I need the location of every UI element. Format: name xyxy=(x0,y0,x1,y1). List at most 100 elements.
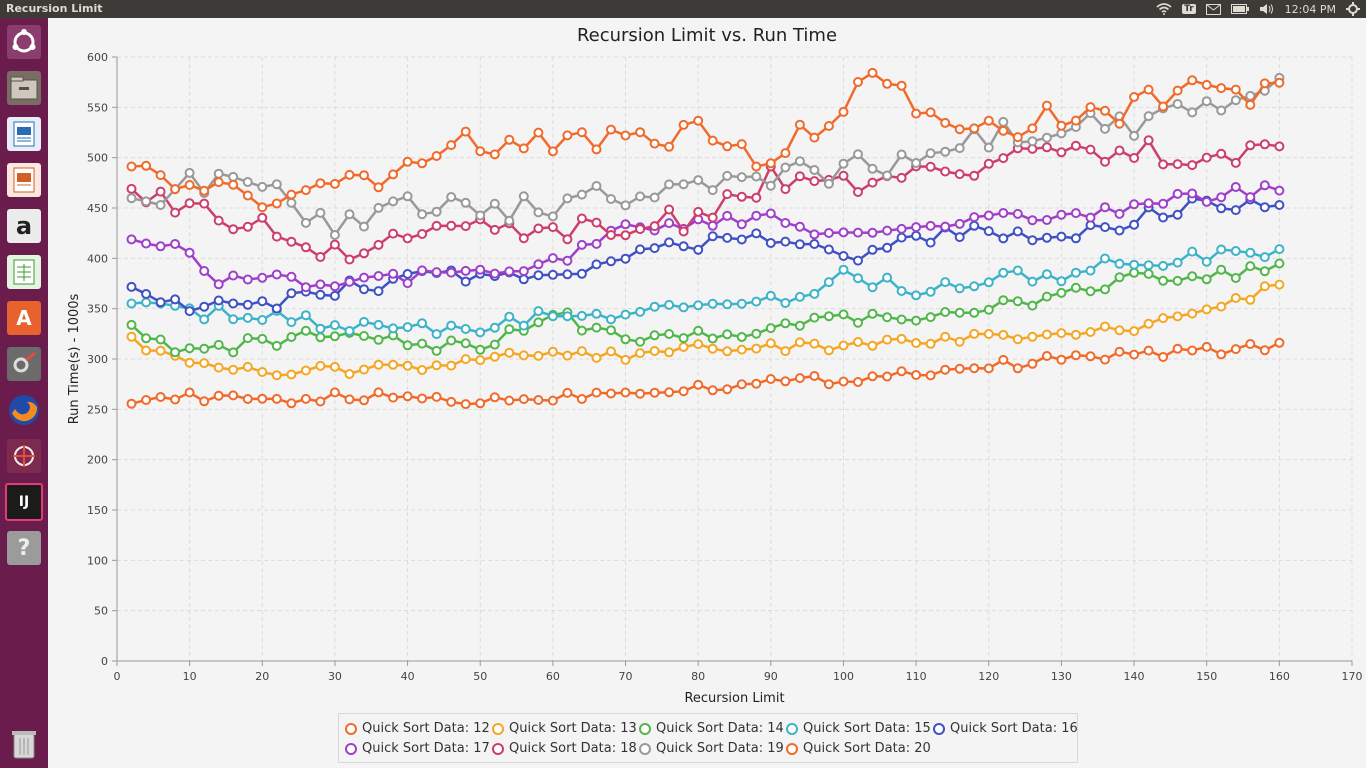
clock[interactable]: 12:04 PM xyxy=(1284,2,1336,16)
data-point xyxy=(882,170,893,181)
data-point xyxy=(649,387,660,398)
data-point xyxy=(1143,111,1154,122)
data-point xyxy=(693,206,704,217)
data-point xyxy=(257,393,268,404)
data-point xyxy=(271,269,282,280)
calc-icon[interactable] xyxy=(4,252,44,292)
data-point xyxy=(199,314,210,325)
data-point xyxy=(1259,266,1270,277)
data-point xyxy=(954,169,965,180)
data-point xyxy=(780,148,791,159)
unknown-app-icon[interactable]: ? xyxy=(4,528,44,568)
data-point xyxy=(751,192,762,203)
data-point xyxy=(1259,345,1270,356)
data-point xyxy=(1100,354,1110,365)
data-point xyxy=(402,322,413,333)
x-tick-label: 100 xyxy=(833,670,854,683)
data-point xyxy=(896,333,907,344)
data-point xyxy=(751,210,762,221)
data-point xyxy=(417,209,428,220)
data-point xyxy=(460,324,471,334)
intellij-icon[interactable]: IJ xyxy=(4,482,44,522)
data-point xyxy=(533,223,544,234)
data-point xyxy=(475,355,486,366)
data-point xyxy=(213,295,224,306)
data-point xyxy=(402,191,413,202)
data-point xyxy=(736,332,747,342)
data-point xyxy=(402,391,413,402)
firefox-icon[interactable] xyxy=(4,390,44,430)
data-point xyxy=(838,170,849,181)
data-point xyxy=(1012,334,1023,345)
data-point xyxy=(271,303,282,314)
volume-icon[interactable] xyxy=(1259,3,1275,15)
data-point xyxy=(1230,182,1241,192)
battery-icon[interactable] xyxy=(1230,4,1249,14)
data-point xyxy=(823,379,834,390)
screenshot-icon[interactable] xyxy=(4,436,44,476)
data-point xyxy=(678,241,689,252)
data-point xyxy=(794,171,805,182)
data-point xyxy=(620,253,631,264)
legend-item: Quick Sort Data: 17 xyxy=(345,741,490,756)
data-point xyxy=(765,290,776,301)
mail-icon[interactable] xyxy=(1205,3,1221,15)
data-point xyxy=(925,107,936,118)
data-point xyxy=(1158,313,1169,324)
y-tick-label: 200 xyxy=(87,454,108,467)
data-point xyxy=(882,371,893,382)
settings-gear-icon[interactable] xyxy=(1346,2,1360,16)
data-point xyxy=(533,270,544,281)
data-point xyxy=(794,373,805,384)
data-point xyxy=(1230,205,1241,216)
data-point xyxy=(533,207,544,218)
data-point xyxy=(925,370,936,381)
data-point xyxy=(257,181,268,192)
legend-swatch xyxy=(345,722,357,735)
software-center-icon[interactable]: A xyxy=(4,298,44,338)
files-icon[interactable] xyxy=(4,68,44,108)
trash-icon[interactable] xyxy=(4,724,44,764)
data-point xyxy=(344,254,355,265)
data-point xyxy=(286,369,297,380)
writer-icon[interactable] xyxy=(4,114,44,154)
data-point xyxy=(998,267,1009,278)
x-tick-label: 0 xyxy=(114,670,121,683)
legend-label: Quick Sort Data: 14 xyxy=(656,721,784,736)
data-point xyxy=(504,347,515,358)
data-point xyxy=(722,170,733,181)
data-point xyxy=(823,244,834,255)
data-point xyxy=(388,169,399,180)
data-point xyxy=(853,149,863,160)
data-point xyxy=(533,259,544,270)
keyboard-layout-indicator[interactable]: Tr xyxy=(1182,4,1196,14)
data-point xyxy=(228,298,239,309)
data-point xyxy=(126,234,137,245)
data-point xyxy=(780,218,791,228)
system-settings-icon[interactable] xyxy=(4,344,44,384)
data-point xyxy=(489,224,500,235)
data-point xyxy=(373,182,384,193)
wifi-icon[interactable] xyxy=(1156,3,1172,15)
data-point xyxy=(722,189,733,200)
data-point xyxy=(707,343,718,354)
data-point xyxy=(722,384,733,395)
data-point xyxy=(170,207,181,218)
data-point xyxy=(591,238,602,249)
data-point xyxy=(446,320,457,331)
data-point xyxy=(417,158,428,169)
data-point xyxy=(344,169,355,180)
data-point xyxy=(809,371,820,381)
data-point xyxy=(126,319,137,330)
data-point xyxy=(518,266,529,277)
amazon-icon[interactable]: a xyxy=(4,206,44,246)
impress-icon[interactable] xyxy=(4,160,44,200)
data-point xyxy=(199,396,210,407)
data-point xyxy=(780,184,791,195)
data-point xyxy=(678,342,689,352)
data-point xyxy=(1027,136,1038,147)
data-point xyxy=(591,259,602,270)
data-point xyxy=(373,286,384,297)
data-point xyxy=(1274,279,1285,290)
ubuntu-dash-icon[interactable] xyxy=(4,22,44,62)
